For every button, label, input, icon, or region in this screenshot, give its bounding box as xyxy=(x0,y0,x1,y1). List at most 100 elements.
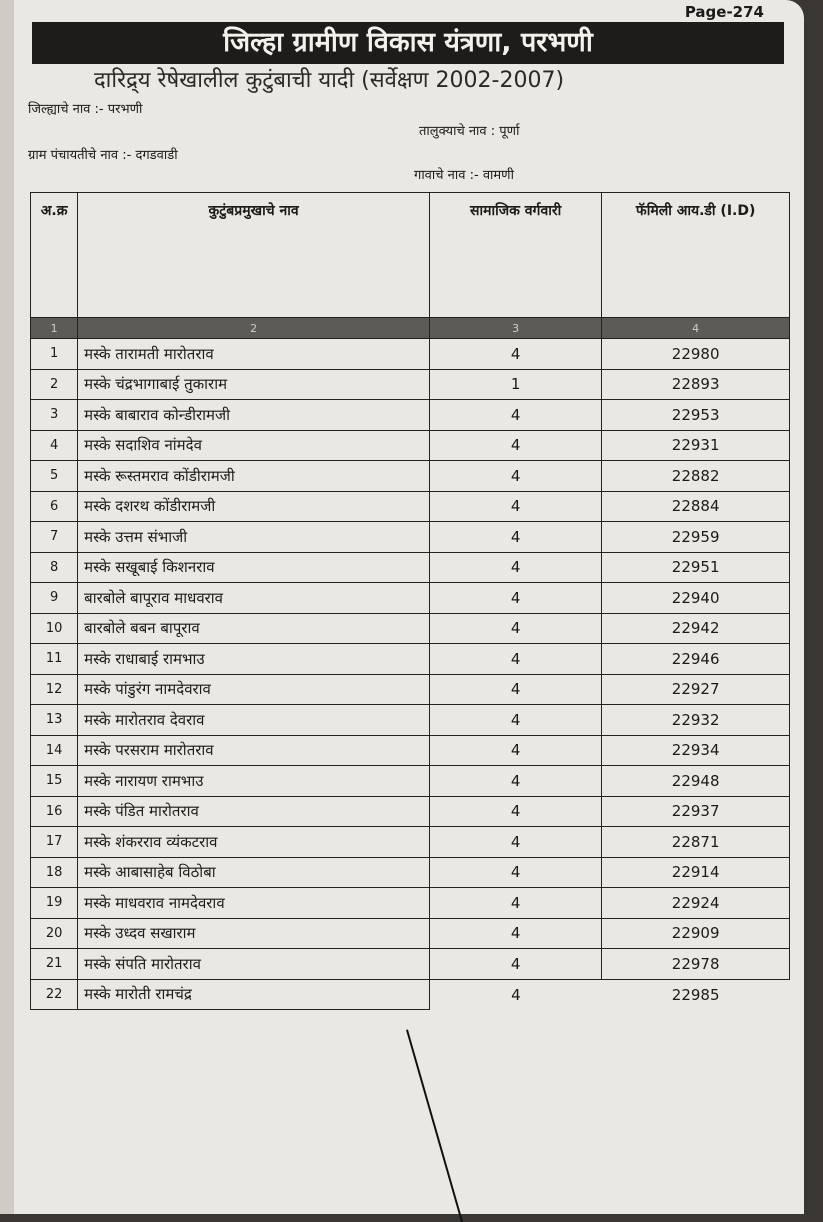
book-spine xyxy=(0,0,14,1214)
family-id-cell: 22959 xyxy=(601,521,790,553)
table-row: 19 मस्के माधवराव नामदेवराव 4 22924 xyxy=(29,887,790,919)
family-id-cell: 22946 xyxy=(601,643,790,675)
name-cell: बारबोले बापूराव माधवराव xyxy=(77,582,430,614)
serial-cell: 5 xyxy=(29,460,79,492)
serial-cell: 20 xyxy=(29,917,79,949)
column-header-family-id: फॅमिली आय.डी (I.D) xyxy=(601,192,790,318)
serial-cell: 19 xyxy=(29,887,79,919)
family-id-cell: 22953 xyxy=(601,399,790,431)
table-row: 1 मस्के तारामती मारोतराव 4 22980 xyxy=(29,338,790,370)
category-cell: 4 xyxy=(428,917,603,949)
name-cell: मस्के आबासाहेब विठोबा xyxy=(77,856,430,888)
category-cell: 4 xyxy=(428,521,603,553)
family-id-cell: 22871 xyxy=(601,826,790,858)
name-cell: मस्के परसराम मारोतराव xyxy=(77,734,430,766)
name-cell: मस्के रूस्तमराव कोंडीरामजी xyxy=(77,460,430,492)
table-row: 7 मस्के उत्तम संभाजी 4 22959 xyxy=(29,521,790,553)
table-header-row: अ.क्र कुटुंबप्रमुखाचे नाव सामाजिक वर्गवा… xyxy=(29,192,790,318)
name-cell: मस्के पांडुरंग नामदेवराव xyxy=(77,673,430,705)
category-cell: 4 xyxy=(428,643,603,675)
name-cell: मस्के सखूबाई किशनराव xyxy=(77,551,430,583)
serial-cell: 8 xyxy=(29,551,79,583)
page-subtitle: दारिद्र्य रेषेखालील कुटुंबाची यादी (सर्व… xyxy=(94,68,565,93)
category-cell: 4 xyxy=(428,612,603,644)
name-cell: मस्के माधवराव नामदेवराव xyxy=(77,887,430,919)
family-id-cell: 22932 xyxy=(601,704,790,736)
column-header-name: कुटुंबप्रमुखाचे नाव xyxy=(77,192,430,318)
serial-cell: 18 xyxy=(29,856,79,888)
table-row: 17 मस्के शंकरराव व्यंकटराव 4 22871 xyxy=(29,826,790,858)
family-id-cell: 22980 xyxy=(601,338,790,370)
table-row: 2 मस्के चंद्रभागाबाई तुकाराम 1 22893 xyxy=(29,368,790,400)
family-id-cell: 22893 xyxy=(601,368,790,400)
name-cell: मस्के शंकरराव व्यंकटराव xyxy=(77,826,430,858)
serial-cell: 12 xyxy=(29,673,79,705)
table-row: 21 मस्के संपति मारोतराव 4 22978 xyxy=(29,948,790,980)
serial-cell: 14 xyxy=(29,734,79,766)
name-cell: मस्के चंद्रभागाबाई तुकाराम xyxy=(77,368,430,400)
serial-cell: 16 xyxy=(29,795,79,827)
name-cell: मस्के बाबाराव कोन्डीरामजी xyxy=(77,399,430,431)
serial-cell: 11 xyxy=(29,643,79,675)
family-id-cell: 22909 xyxy=(601,917,790,949)
name-cell: मस्के दशरथ कोंडीरामजी xyxy=(77,490,430,522)
family-id-cell: 22948 xyxy=(601,765,790,797)
serial-cell: 9 xyxy=(29,582,79,614)
family-id-cell: 22942 xyxy=(601,612,790,644)
table-row: 8 मस्के सखूबाई किशनराव 4 22951 xyxy=(29,551,790,583)
table-row: 18 मस्के आबासाहेब विठोबा 4 22914 xyxy=(29,856,790,888)
category-cell: 4 xyxy=(428,399,603,431)
name-cell: मस्के मारोती रामचंद्र xyxy=(77,978,430,1010)
serial-cell: 22 xyxy=(29,978,79,1010)
serial-cell: 3 xyxy=(29,399,79,431)
serial-cell: 21 xyxy=(29,948,79,980)
category-cell: 4 xyxy=(428,765,603,797)
column-header-category: सामाजिक वर्गवारी xyxy=(428,192,603,318)
family-id-cell: 22882 xyxy=(601,460,790,492)
village-label: गावाचे नाव :- वामणी xyxy=(414,168,514,183)
name-cell: मस्के मारोतराव देवराव xyxy=(77,704,430,736)
name-cell: मस्के उत्तम संभाजी xyxy=(77,521,430,553)
serial-cell: 7 xyxy=(29,521,79,553)
category-cell: 4 xyxy=(428,338,603,370)
serial-cell: 1 xyxy=(29,338,79,370)
table-row: 15 मस्के नारायण रामभाउ 4 22948 xyxy=(29,765,790,797)
name-cell: मस्के संपति मारोतराव xyxy=(77,948,430,980)
column-number-row: 1 2 3 4 xyxy=(29,317,790,339)
taluka-label: तालुक्याचे नाव : पूर्णा xyxy=(419,124,520,139)
gram-panchayat-label: ग्राम पंचायतीचे नाव :- दगडवाडी xyxy=(28,148,178,163)
title-band: जिल्हा ग्रामीण विकास यंत्रणा, परभणी xyxy=(32,22,784,64)
serial-cell: 13 xyxy=(29,704,79,736)
category-cell: 4 xyxy=(428,551,603,583)
family-list-table: अ.क्र कुटुंबप्रमुखाचे नाव सामाजिक वर्गवा… xyxy=(29,192,790,1010)
column-number: 3 xyxy=(428,317,603,339)
column-number: 2 xyxy=(77,317,430,339)
family-id-cell: 22914 xyxy=(601,856,790,888)
document-page: Page-274 जिल्हा ग्रामीण विकास यंत्रणा, प… xyxy=(14,0,804,1222)
family-id-cell: 22978 xyxy=(601,948,790,980)
table-row: 5 मस्के रूस्तमराव कोंडीरामजी 4 22882 xyxy=(29,460,790,492)
serial-cell: 6 xyxy=(29,490,79,522)
category-cell: 4 xyxy=(428,856,603,888)
name-cell: मस्के पंडित मारोतराव xyxy=(77,795,430,827)
category-cell: 4 xyxy=(428,582,603,614)
table-row: 20 मस्के उध्दव सखाराम 4 22909 xyxy=(29,917,790,949)
table-row: 4 मस्के सदाशिव नांमदेव 4 22931 xyxy=(29,429,790,461)
table-row: 10 बारबोले बबन बापूराव 4 22942 xyxy=(29,612,790,644)
category-cell: 4 xyxy=(428,429,603,461)
column-header-serial: अ.क्र xyxy=(29,192,79,318)
serial-cell: 15 xyxy=(29,765,79,797)
name-cell: मस्के तारामती मारोतराव xyxy=(77,338,430,370)
family-id-cell: 22884 xyxy=(601,490,790,522)
page-title: जिल्हा ग्रामीण विकास यंत्रणा, परभणी xyxy=(223,27,593,58)
table-row: 22 मस्के मारोती रामचंद्र 4 22985 xyxy=(29,978,790,1010)
category-cell: 4 xyxy=(428,704,603,736)
category-cell: 4 xyxy=(511,985,521,1004)
table-row: 13 मस्के मारोतराव देवराव 4 22932 xyxy=(29,704,790,736)
column-number: 4 xyxy=(601,317,790,339)
name-cell: मस्के नारायण रामभाउ xyxy=(77,765,430,797)
family-id-cell: 22924 xyxy=(601,887,790,919)
page-number: Page-274 xyxy=(684,3,764,21)
district-label: जिल्ह्याचे नाव :- परभणी xyxy=(28,102,143,117)
family-id-cell: 22934 xyxy=(601,734,790,766)
